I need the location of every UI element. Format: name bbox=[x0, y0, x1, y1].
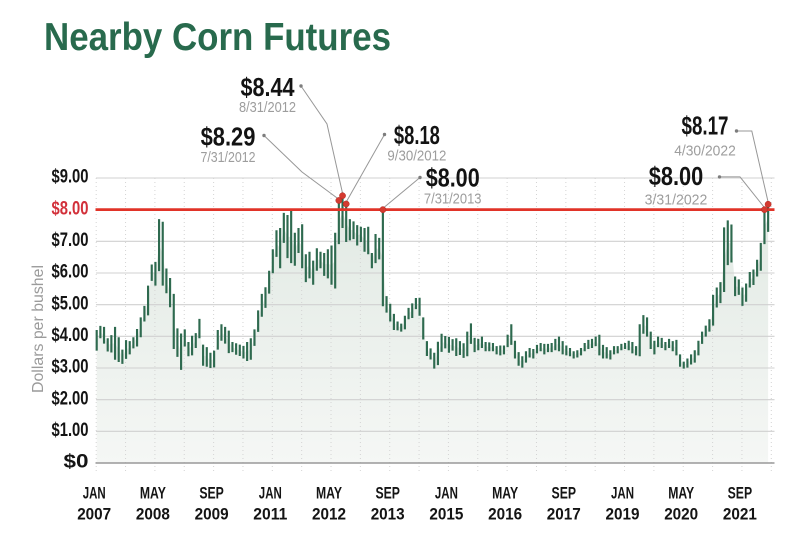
svg-text:2011: 2011 bbox=[253, 504, 287, 523]
svg-text:$4.00: $4.00 bbox=[52, 325, 89, 346]
svg-text:JAN: JAN bbox=[83, 484, 106, 503]
svg-text:2007: 2007 bbox=[77, 504, 111, 523]
svg-text:$7.00: $7.00 bbox=[52, 230, 89, 251]
svg-text:2017: 2017 bbox=[547, 504, 581, 523]
svg-text:SEP: SEP bbox=[199, 484, 224, 503]
svg-text:$2.00: $2.00 bbox=[52, 388, 89, 409]
svg-text:2008: 2008 bbox=[136, 504, 170, 523]
svg-text:JAN: JAN bbox=[259, 484, 282, 503]
svg-text:$8.29: $8.29 bbox=[201, 124, 256, 152]
svg-text:MAY: MAY bbox=[668, 484, 694, 503]
svg-text:4/30/2022: 4/30/2022 bbox=[674, 143, 736, 160]
svg-text:7/31/2012: 7/31/2012 bbox=[201, 149, 256, 166]
svg-text:Dollars per bushel: Dollars per bushel bbox=[30, 265, 47, 393]
svg-text:MAY: MAY bbox=[492, 484, 518, 503]
svg-text:2016: 2016 bbox=[488, 504, 522, 523]
svg-text:$8.18: $8.18 bbox=[394, 122, 440, 150]
svg-text:$8.00: $8.00 bbox=[649, 163, 704, 191]
svg-text:2015: 2015 bbox=[429, 504, 463, 523]
svg-text:$8.44: $8.44 bbox=[241, 74, 296, 102]
svg-text:2021: 2021 bbox=[723, 504, 757, 523]
svg-text:2009: 2009 bbox=[195, 504, 229, 523]
svg-text:2019: 2019 bbox=[606, 504, 640, 523]
svg-text:$1.00: $1.00 bbox=[52, 420, 89, 441]
svg-text:$0: $0 bbox=[64, 452, 89, 473]
svg-text:$3.00: $3.00 bbox=[52, 357, 89, 378]
svg-text:$6.00: $6.00 bbox=[52, 262, 89, 283]
svg-text:$8.00: $8.00 bbox=[426, 165, 480, 193]
svg-text:2020: 2020 bbox=[664, 504, 698, 523]
svg-text:7/31/2013: 7/31/2013 bbox=[424, 191, 482, 208]
svg-text:2013: 2013 bbox=[371, 504, 405, 523]
svg-text:$8.00: $8.00 bbox=[52, 198, 89, 219]
svg-text:2012: 2012 bbox=[312, 504, 346, 523]
svg-text:$9.00: $9.00 bbox=[52, 167, 89, 188]
svg-text:MAY: MAY bbox=[316, 484, 342, 503]
svg-text:SEP: SEP bbox=[375, 484, 400, 503]
svg-text:JAN: JAN bbox=[611, 484, 634, 503]
svg-text:$5.00: $5.00 bbox=[52, 293, 89, 314]
svg-text:SEP: SEP bbox=[552, 484, 577, 503]
svg-text:MAY: MAY bbox=[140, 484, 166, 503]
svg-text:3/31/2022: 3/31/2022 bbox=[645, 192, 708, 209]
svg-text:SEP: SEP bbox=[728, 484, 753, 503]
svg-text:JAN: JAN bbox=[435, 484, 458, 503]
svg-text:8/31/2012: 8/31/2012 bbox=[239, 99, 296, 116]
svg-text:$8.17: $8.17 bbox=[682, 113, 729, 141]
svg-text:9/30/2012: 9/30/2012 bbox=[387, 148, 446, 165]
svg-text:Nearby Corn Futures: Nearby Corn Futures bbox=[44, 16, 391, 59]
